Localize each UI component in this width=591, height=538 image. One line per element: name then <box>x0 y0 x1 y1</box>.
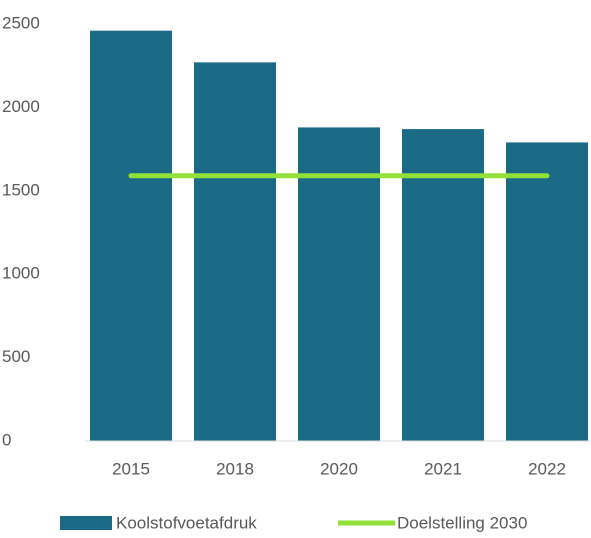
x-tick-label: 2022 <box>528 459 566 478</box>
y-tick-label: 500 <box>2 347 30 366</box>
legend-swatch <box>60 516 112 530</box>
x-tick-label: 2018 <box>216 459 254 478</box>
legend-label: Doelstelling 2030 <box>397 513 527 532</box>
y-tick-label: 2000 <box>2 97 40 116</box>
y-tick-label: 1000 <box>2 264 40 283</box>
bar <box>402 129 484 442</box>
x-tick-label: 2015 <box>112 459 150 478</box>
bar <box>90 30 172 442</box>
bar <box>298 127 380 441</box>
legend-label: Koolstofvoetafdruk <box>116 513 257 532</box>
bar <box>506 142 588 442</box>
x-tick-label: 2020 <box>320 459 358 478</box>
y-tick-label: 1500 <box>2 180 40 199</box>
y-tick-label: 2500 <box>2 13 40 32</box>
x-tick-label: 2021 <box>424 459 462 478</box>
y-tick-label: 0 <box>2 430 11 449</box>
bar <box>194 62 276 441</box>
